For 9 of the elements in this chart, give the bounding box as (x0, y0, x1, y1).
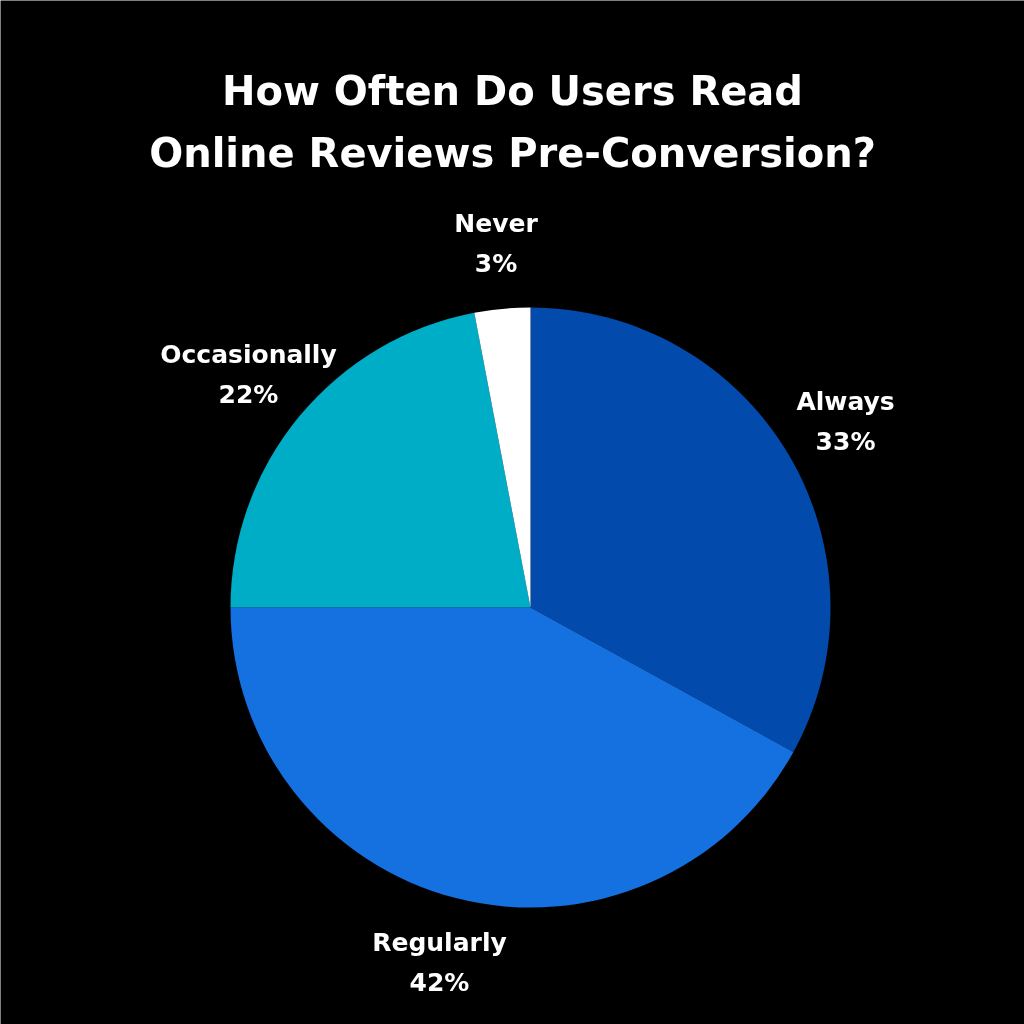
data-label: 3% (474, 248, 518, 278)
slice-label: Always (796, 386, 895, 416)
data-label: 33% (815, 426, 876, 456)
chart-title: How Often Do Users Read Online Reviews Pre-Conversion? (149, 67, 876, 176)
data-label: 22% (218, 379, 279, 409)
slice-label: Regularly (372, 927, 507, 957)
slice-label: Never (454, 208, 539, 238)
data-label: 42% (409, 967, 470, 997)
slice-label: Occasionally (160, 339, 337, 369)
